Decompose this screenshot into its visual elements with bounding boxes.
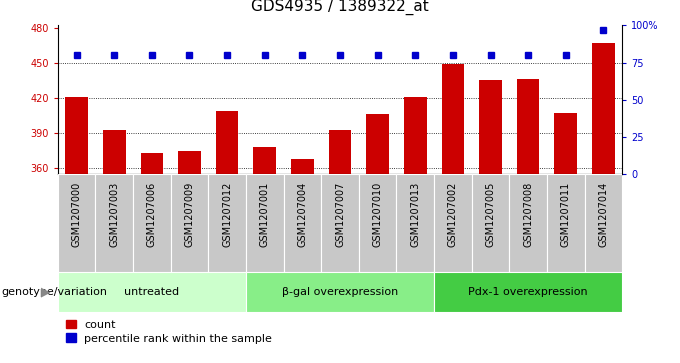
Text: Pdx-1 overexpression: Pdx-1 overexpression [469,287,588,297]
Bar [434,174,472,272]
Bar [284,174,321,272]
Text: GSM1207009: GSM1207009 [184,182,194,247]
Text: GSM1207010: GSM1207010 [373,182,383,247]
Bar [58,272,246,312]
Text: GSM1207008: GSM1207008 [523,182,533,247]
Bar [321,174,359,272]
Bar [359,174,396,272]
Text: GSM1207006: GSM1207006 [147,182,157,247]
Text: untreated: untreated [124,287,180,297]
Bar [547,174,585,272]
Bar [246,272,434,312]
Bar [509,174,547,272]
Text: GSM1207011: GSM1207011 [561,182,571,247]
Bar [517,79,539,174]
Bar [141,153,163,174]
Bar [472,174,509,272]
Text: genotype/variation: genotype/variation [1,287,107,297]
Bar [404,97,426,174]
Text: GSM1207003: GSM1207003 [109,182,119,247]
Text: GSM1207002: GSM1207002 [448,182,458,248]
Bar [95,174,133,272]
Bar [65,97,88,174]
Bar [592,43,615,174]
Bar [216,111,239,174]
Text: ▶: ▶ [41,286,51,299]
Text: GDS4935 / 1389322_at: GDS4935 / 1389322_at [251,0,429,15]
Bar [434,272,622,312]
Text: GSM1207013: GSM1207013 [410,182,420,247]
Bar [208,174,246,272]
Text: GSM1207014: GSM1207014 [598,182,609,247]
Text: GSM1207005: GSM1207005 [486,182,496,248]
Text: GSM1207012: GSM1207012 [222,182,232,248]
Bar [367,114,389,174]
Bar [246,174,284,272]
Text: GSM1207000: GSM1207000 [71,182,82,247]
Bar [133,174,171,272]
Bar [479,81,502,174]
Text: GSM1207007: GSM1207007 [335,182,345,248]
Bar [103,130,126,174]
Legend: count, percentile rank within the sample: count, percentile rank within the sample [63,318,275,346]
Bar [585,174,622,272]
Bar [328,130,352,174]
Bar [554,113,577,174]
Bar [396,174,434,272]
Bar [58,174,95,272]
Bar [178,151,201,174]
Text: GSM1207001: GSM1207001 [260,182,270,247]
Bar [254,147,276,174]
Text: β-gal overexpression: β-gal overexpression [282,287,398,297]
Bar [171,174,208,272]
Bar [291,159,313,174]
Bar [441,64,464,174]
Text: GSM1207004: GSM1207004 [297,182,307,247]
